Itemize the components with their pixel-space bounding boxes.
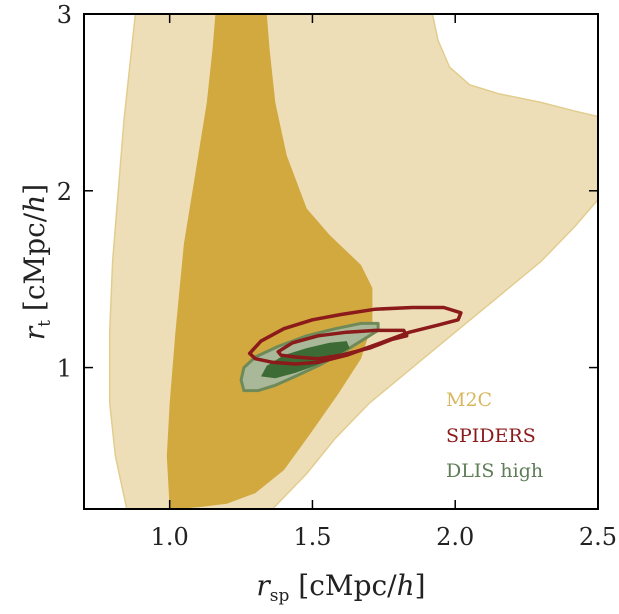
x-tick-label: 2.5 (579, 523, 617, 551)
y-tick-label: 2 (57, 178, 72, 206)
dlis-high-inner-contour (261, 341, 350, 379)
x-axis-title: rsp [cMpc/h] (256, 569, 425, 606)
x-tick-label: 1.0 (151, 523, 189, 551)
legend-item-spiders: SPIDERS (446, 425, 536, 447)
m2c-inner-contour (166, 14, 373, 509)
legend-item-m2c: M2C (446, 389, 492, 411)
y-tick-label: 1 (57, 355, 72, 383)
legend: M2C SPIDERS DLIS high (446, 389, 543, 482)
x-tick-label: 1.5 (293, 523, 331, 551)
y-tick-label: 3 (57, 1, 72, 29)
x-tick-label: 2.0 (436, 523, 474, 551)
legend-item-dlis-high: DLIS high (446, 460, 543, 482)
y-axis-title: rt [cMpc/h] (18, 184, 55, 340)
spiders-inner-contour (276, 328, 409, 361)
contour-layer (108, 14, 598, 509)
axis-ticks: 1.0 1.5 2.0 2.5 1 2 3 (57, 1, 617, 551)
spiders-outer-contour (247, 305, 463, 366)
plot-frame (83, 13, 599, 510)
